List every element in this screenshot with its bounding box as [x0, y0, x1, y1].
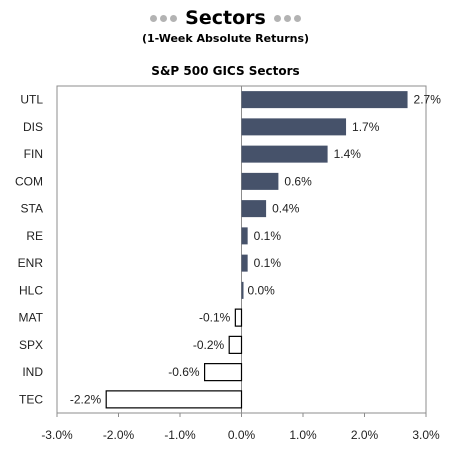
x-tick-label: 3.0%	[412, 428, 440, 442]
page-title: Sectors	[185, 7, 266, 29]
header: Sectors (1-Week Absolute Returns)	[0, 6, 451, 45]
bar-mat	[234, 308, 243, 327]
category-label-dis: DIS	[23, 120, 43, 134]
page-subtitle: (1-Week Absolute Returns)	[141, 32, 310, 45]
bar-com	[241, 172, 279, 190]
value-label-dis: 1.7%	[352, 120, 380, 134]
value-label-re: 0.1%	[254, 229, 282, 243]
value-label-fin: 1.4%	[334, 147, 362, 161]
bar-spx	[228, 335, 243, 354]
title-row: Sectors	[0, 6, 451, 30]
category-label-re: RE	[26, 229, 43, 243]
x-tick-label: -3.0%	[41, 428, 73, 442]
x-tick-label: 0.0%	[228, 428, 256, 442]
category-label-spx: SPX	[19, 338, 43, 352]
category-label-utl: UTL	[20, 93, 43, 107]
category-label-hlc: HLC	[19, 283, 43, 297]
value-label-com: 0.6%	[284, 174, 312, 188]
bar-enr	[241, 254, 248, 272]
bar-utl	[241, 91, 408, 109]
x-tick-label: -2.0%	[103, 428, 135, 442]
x-tick-label: -1.0%	[164, 428, 196, 442]
category-label-enr: ENR	[18, 256, 44, 270]
bar-re	[241, 227, 248, 245]
bar-ind	[204, 363, 243, 382]
right-dots-icon	[273, 14, 301, 22]
chart-title: S&P 500 GICS Sectors	[151, 64, 300, 78]
value-label-hlc: 0.0%	[248, 283, 276, 297]
left-dots-icon	[150, 14, 178, 22]
value-label-enr: 0.1%	[254, 256, 282, 270]
category-label-ind: IND	[22, 365, 43, 379]
bar-fin	[241, 145, 328, 163]
x-tick-label: 2.0%	[351, 428, 379, 442]
category-label-tec: TEC	[19, 392, 43, 406]
category-label-com: COM	[15, 174, 43, 188]
bar-sta	[241, 200, 267, 218]
x-tick-label: 1.0%	[289, 428, 317, 442]
value-label-tec: -2.2%	[70, 392, 102, 406]
category-label-sta: STA	[21, 202, 43, 216]
value-label-utl: 2.7%	[414, 93, 442, 107]
value-label-sta: 0.4%	[272, 202, 300, 216]
category-label-fin: FIN	[24, 147, 43, 161]
value-label-mat: -0.1%	[199, 311, 231, 325]
category-label-mat: MAT	[19, 311, 44, 325]
bar-hlc	[241, 281, 244, 299]
bar-dis	[241, 118, 347, 136]
value-label-spx: -0.2%	[193, 338, 225, 352]
bar-tec	[105, 390, 243, 409]
value-label-ind: -0.6%	[168, 365, 200, 379]
